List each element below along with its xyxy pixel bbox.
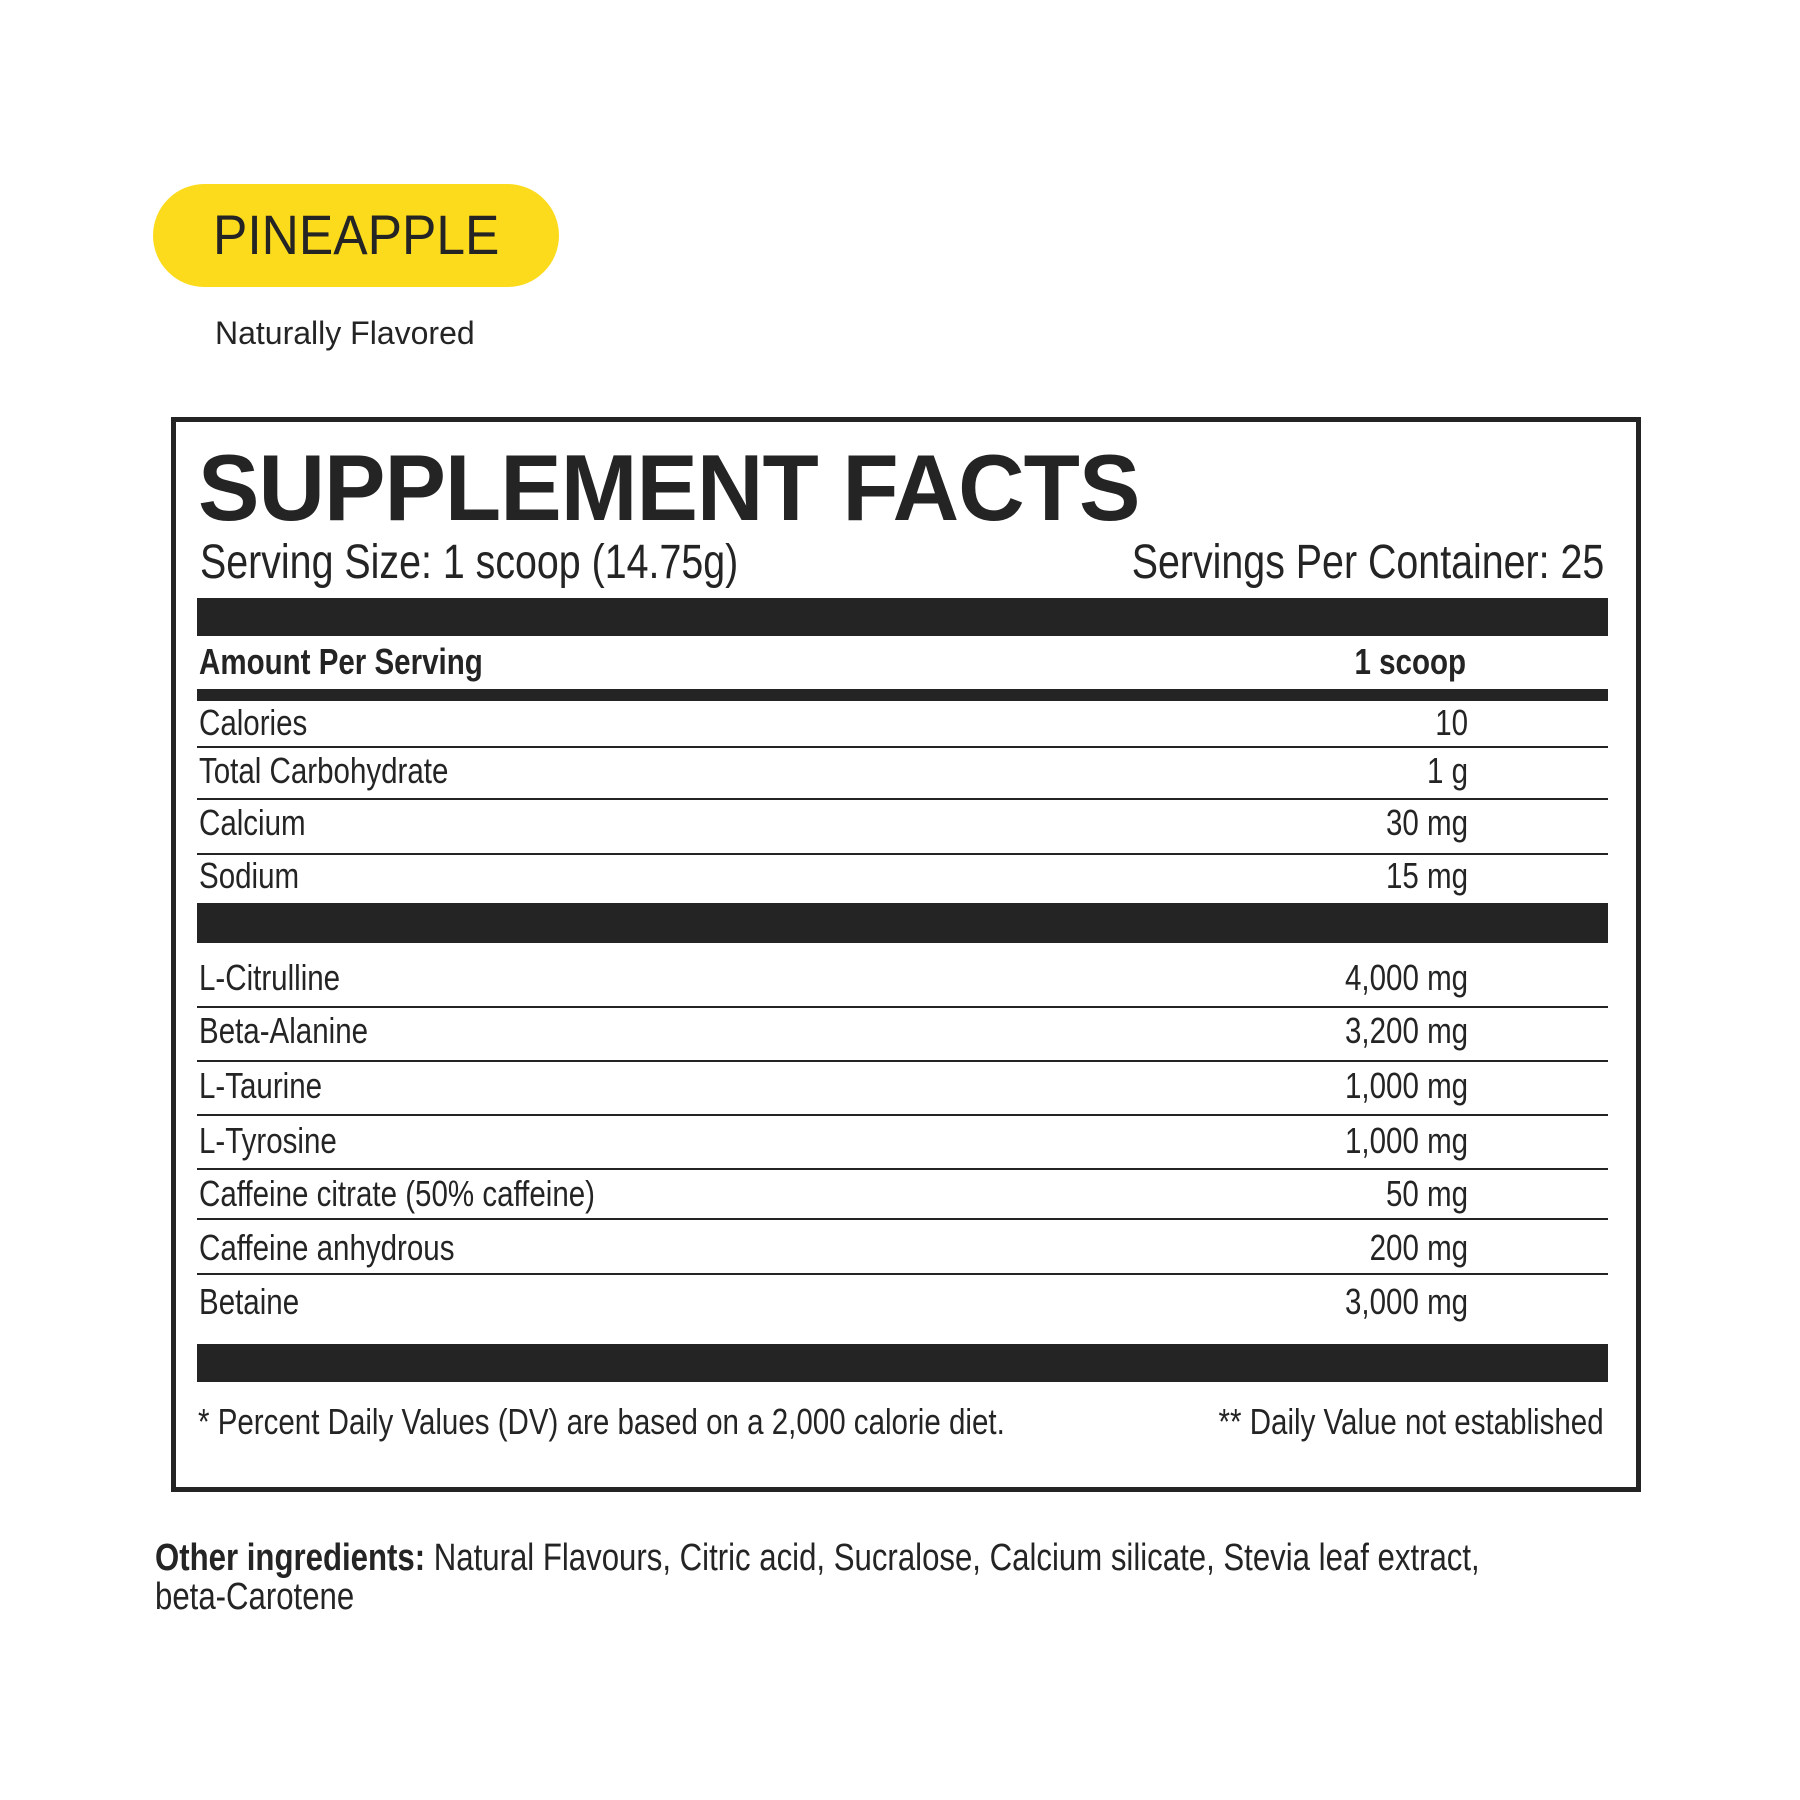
row-divider [197, 1006, 1608, 1008]
row-divider [197, 798, 1608, 800]
row-amount: 1 g [1426, 750, 1468, 791]
divider-bar [197, 903, 1608, 943]
flavor-badge: PINEAPPLE [153, 184, 559, 287]
row-name: Caffeine citrate (50% caffeine) [199, 1173, 596, 1214]
amount-per-serving-label: Amount Per Serving [199, 641, 483, 682]
supplement-facts-panel [171, 417, 1641, 1492]
row-amount: 30 mg [1385, 802, 1468, 843]
row-amount: 1,000 mg [1344, 1120, 1468, 1161]
row-name: Betaine [199, 1281, 300, 1322]
divider-bar [197, 598, 1608, 636]
row-name: Total Carbohydrate [199, 750, 449, 791]
divider-bar [197, 689, 1608, 701]
row-name: L-Citrulline [199, 957, 341, 998]
row-amount: 1,000 mg [1344, 1065, 1468, 1106]
other-ingredients-label: Other ingredients: [155, 1537, 426, 1579]
row-name: Caffeine anhydrous [199, 1227, 455, 1268]
row-name: Beta-Alanine [199, 1010, 369, 1051]
footnote-not-established: ** Daily Value not established [1218, 1401, 1604, 1442]
row-amount: 3,200 mg [1344, 1010, 1468, 1051]
row-amount: 200 mg [1369, 1227, 1468, 1268]
other-ingredients: Other ingredients: Natural Flavours, Cit… [155, 1537, 1480, 1579]
serving-size: Serving Size: 1 scoop (14.75g) [200, 536, 739, 589]
row-amount: 4,000 mg [1344, 957, 1468, 998]
row-amount: 50 mg [1385, 1173, 1468, 1214]
row-name: Calories [199, 702, 308, 743]
other-ingredients-line2: beta-Carotene [155, 1576, 355, 1618]
panel-title: SUPPLEMENT FACTS [198, 435, 1140, 540]
row-amount: 10 [1435, 702, 1468, 743]
row-divider [197, 1168, 1608, 1170]
row-divider [197, 1218, 1608, 1220]
row-name: L-Taurine [199, 1065, 323, 1106]
servings-per-container: Servings Per Container: 25 [1131, 536, 1604, 589]
footnote-dv: * Percent Daily Values (DV) are based on… [198, 1401, 1005, 1442]
row-name: Calcium [199, 802, 306, 843]
row-divider [197, 1273, 1608, 1275]
flavor-subtitle: Naturally Flavored [215, 315, 475, 351]
row-divider [197, 853, 1608, 855]
row-divider [197, 1114, 1608, 1116]
flavor-name: PINEAPPLE [213, 203, 500, 266]
row-name: Sodium [199, 855, 300, 896]
row-amount: 15 mg [1385, 855, 1468, 896]
other-ingredients-text: Natural Flavours, Citric acid, Sucralose… [425, 1537, 1480, 1579]
row-divider [197, 1060, 1608, 1062]
row-amount: 3,000 mg [1344, 1281, 1468, 1322]
divider-bar [197, 1344, 1608, 1382]
amount-per-serving-value: 1 scoop [1354, 641, 1466, 682]
row-divider [197, 746, 1608, 748]
row-name: L-Tyrosine [199, 1120, 337, 1161]
